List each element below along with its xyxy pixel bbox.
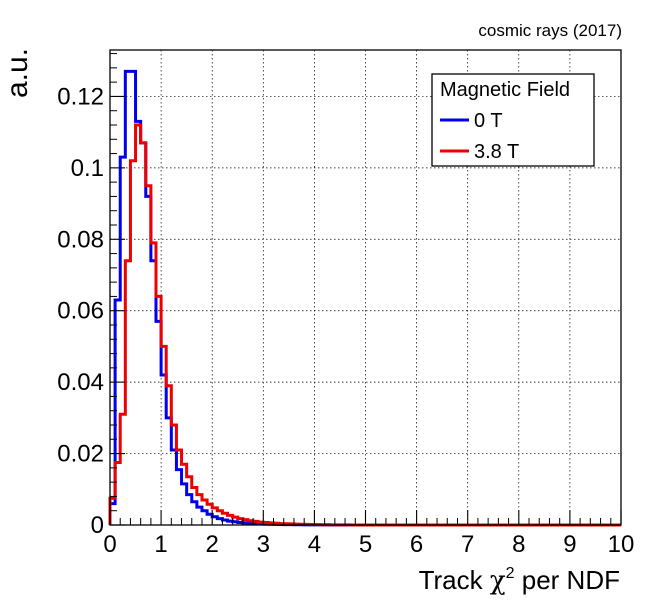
x-tick-label: 2 [206, 531, 219, 558]
x-axis-label-suffix: per NDF [515, 565, 620, 595]
x-tick-label: 4 [308, 531, 321, 558]
series-3p8t-histogram [108, 123, 621, 527]
tick-marks [109, 53, 622, 526]
x-tick-label: 6 [410, 531, 423, 558]
legend-label-0t: 0 T [474, 110, 503, 132]
y-tick-label: 0.02 [57, 441, 104, 468]
legend: Magnetic Field 0 T 3.8 T [431, 73, 595, 167]
tick-labels: 0 1 2 3 4 5 6 7 8 9 10 0 0.02 0.04 0.06 0.08 0.1 0.12 [57, 83, 634, 558]
y-tick-label: 0.04 [57, 369, 104, 396]
y-tick-label: 0.08 [57, 226, 104, 253]
legend-label-3p8t: 3.8 T [474, 141, 519, 163]
x-tick-label: 8 [512, 531, 525, 558]
y-tick-label: 0.12 [57, 83, 104, 110]
grid-lines [110, 50, 621, 525]
x-axis-label: Track χ2 per NDF [419, 565, 620, 596]
y-tick-label: 0.1 [71, 155, 104, 182]
legend-title: Magnetic Field [440, 79, 570, 101]
x-axis-label-prefix: Track [419, 565, 490, 595]
x-tick-label: 1 [154, 531, 167, 558]
y-axis-label: a.u. [1, 48, 34, 98]
y-tick-label: 0.06 [57, 298, 104, 325]
x-tick-label: 7 [461, 531, 474, 558]
x-tick-label: 3 [257, 531, 270, 558]
y-tick-label: 0 [91, 512, 104, 539]
x-axis-label-sup: 2 [506, 565, 515, 582]
x-tick-label: 0 [103, 531, 116, 558]
x-tick-label: 9 [563, 531, 576, 558]
x-tick-label: 10 [608, 531, 635, 558]
x-tick-label: 5 [359, 531, 372, 558]
top-label: cosmic rays (2017) [478, 21, 622, 40]
x-axis-label-chi: χ [490, 566, 506, 596]
